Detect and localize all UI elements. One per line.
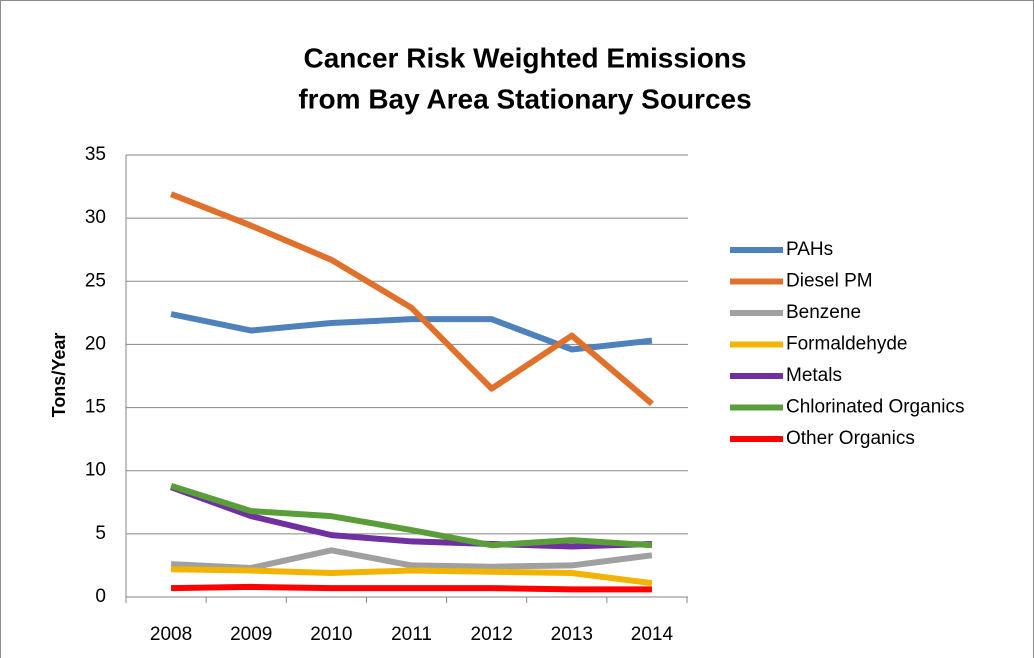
x-tick-label: 2013 [551,624,593,645]
legend-label: Formaldehyde [786,334,907,355]
y-tick-label: 10 [85,460,106,481]
y-tick-label: 20 [85,333,106,354]
x-tick-label: 2011 [391,624,432,645]
y-tick-label: 15 [85,397,106,418]
x-tick-label: 2008 [150,624,192,645]
legend-label: Chlorinated Organics [786,397,964,418]
legend-label: PAHs [786,239,833,260]
legend-label: Diesel PM [786,271,873,292]
legend-label: Benzene [786,302,861,323]
chart-title: from Bay Area Stationary Sources [298,83,751,114]
data-line [170,483,653,549]
data-line [170,311,653,353]
x-tick-label: 2014 [631,624,674,645]
y-tick-label: 35 [85,144,106,165]
legend-label: Metals [786,365,842,386]
y-axis-label: Tons/Year [49,333,69,418]
data-line [170,484,653,550]
y-tick-label: 5 [95,523,106,544]
data-line [171,566,653,587]
y-tick-label: 30 [85,207,106,228]
x-tick-label: 2010 [310,624,352,645]
data-line [171,583,652,593]
x-tick-label: 2009 [230,624,272,645]
legend-label: Other Organics [786,428,915,449]
y-tick-label: 0 [95,586,106,607]
chart-title: Cancer Risk Weighted Emissions [304,42,747,73]
y-tick-label: 25 [85,270,106,291]
x-tick-label: 2012 [471,624,513,645]
data-line [169,191,654,407]
